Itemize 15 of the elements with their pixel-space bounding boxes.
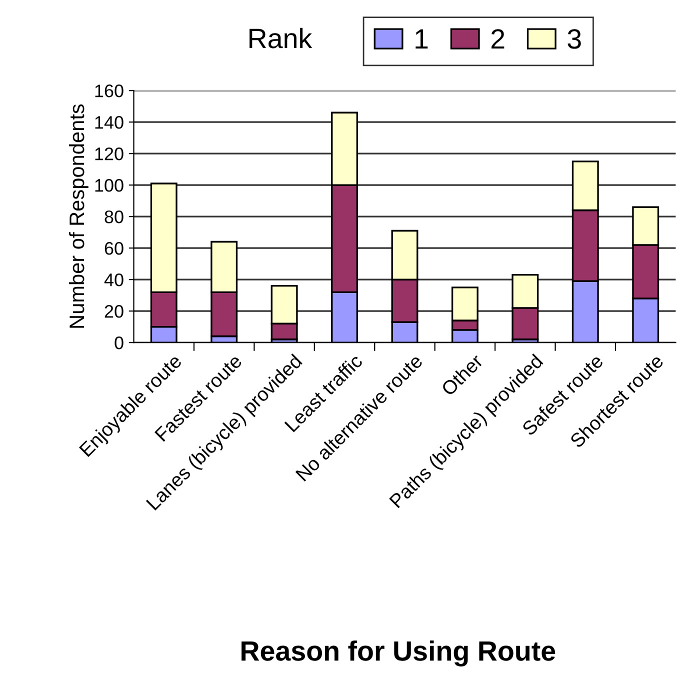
legend-label: 3 bbox=[568, 29, 581, 49]
y-tick-label: 0 bbox=[114, 336, 124, 350]
y-tick-label: 60 bbox=[104, 242, 124, 255]
y-tick-label: 100 bbox=[95, 178, 124, 192]
y-tick-label: 20 bbox=[104, 304, 124, 318]
y-tick-label: 40 bbox=[104, 273, 124, 286]
x-axis-title: Reason for Using Route bbox=[242, 640, 556, 666]
y-tick-label: 140 bbox=[95, 116, 124, 129]
y-tick-label: 80 bbox=[104, 210, 124, 224]
y-tick-label: 160 bbox=[95, 84, 124, 98]
legend-label: 1 bbox=[416, 29, 428, 49]
legend-label: 2 bbox=[492, 29, 504, 49]
y-tick-label: 120 bbox=[95, 148, 124, 160]
y-axis-title: Number of Respondents bbox=[68, 104, 88, 328]
legend-title: Rank bbox=[250, 28, 312, 48]
